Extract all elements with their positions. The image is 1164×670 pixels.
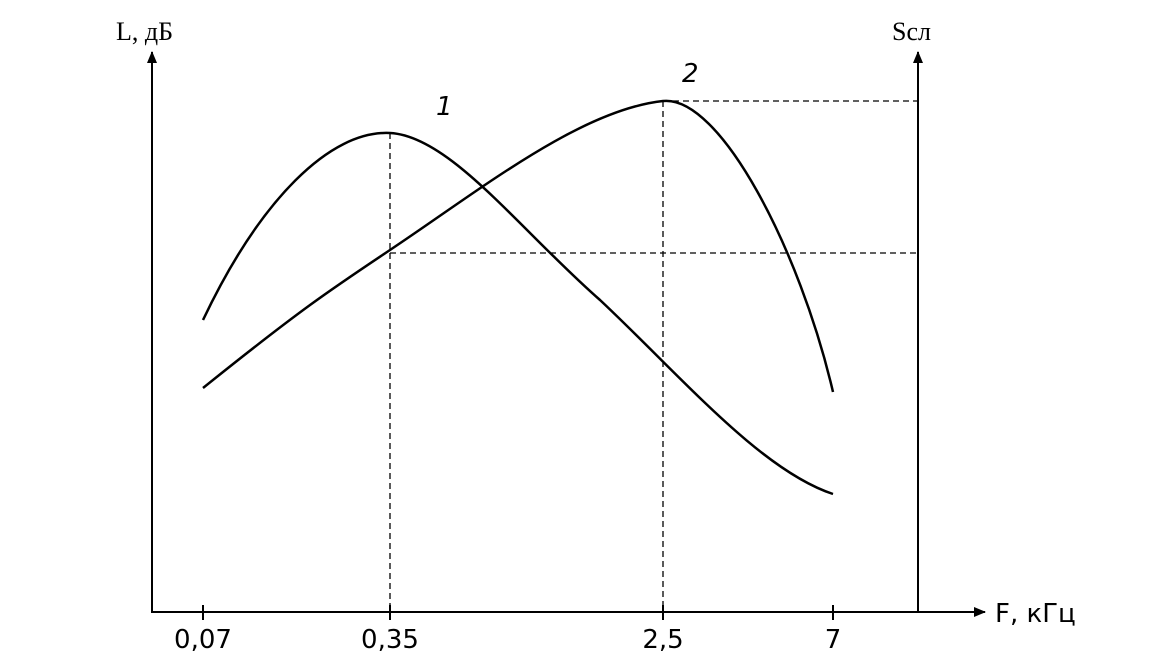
y-axis-label: L, дБ	[116, 17, 173, 46]
curve-label: 2	[682, 59, 699, 89]
x-tick-label: 7	[825, 625, 842, 655]
curve-label: 1	[436, 92, 453, 122]
curve-1	[201, 131, 834, 496]
x-tick-label: 0,35	[361, 625, 419, 655]
x-tick-label: 0,07	[174, 625, 232, 655]
y2-axis-label: Sсл	[892, 17, 931, 46]
curve-2	[202, 99, 835, 393]
x-tick-label: 2,5	[642, 625, 683, 655]
x-axis-label: F, кГц	[995, 599, 1076, 629]
